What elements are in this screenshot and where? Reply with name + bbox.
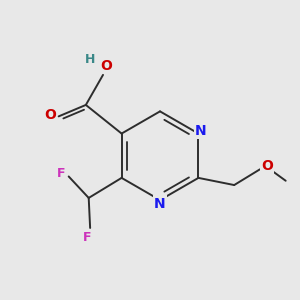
Text: O: O — [261, 160, 273, 173]
Text: H: H — [85, 53, 95, 66]
Text: N: N — [154, 196, 166, 211]
Text: N: N — [195, 124, 206, 138]
Text: F: F — [57, 167, 66, 179]
Text: F: F — [83, 231, 92, 244]
Text: O: O — [45, 108, 57, 122]
Text: O: O — [100, 59, 112, 73]
